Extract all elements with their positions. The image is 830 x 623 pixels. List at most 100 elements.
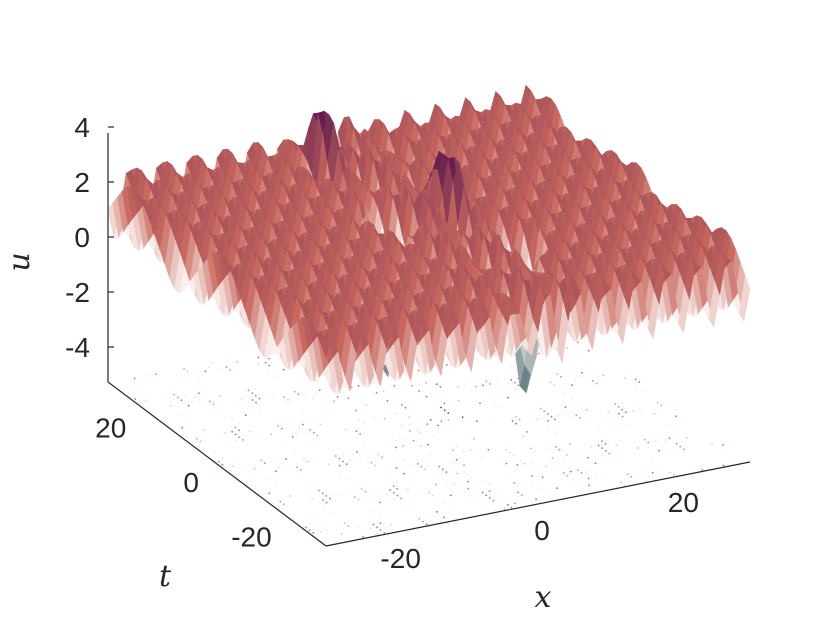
contour-point xyxy=(291,429,294,431)
contour-point xyxy=(550,409,553,411)
contour-point xyxy=(576,341,579,344)
contour-point xyxy=(446,364,448,366)
contour-point xyxy=(428,491,431,494)
contour-point xyxy=(436,511,438,513)
contour-point xyxy=(425,382,427,384)
contour-point xyxy=(519,459,522,462)
x-axis-line xyxy=(325,461,751,547)
contour-point xyxy=(509,472,512,475)
contour-point xyxy=(269,392,271,394)
contour-point xyxy=(546,413,549,415)
contour-point xyxy=(230,417,233,419)
contour-point xyxy=(272,394,275,397)
contour-point xyxy=(375,391,378,394)
contour-point xyxy=(711,442,713,445)
contour-point xyxy=(435,383,438,386)
contour-point xyxy=(396,494,399,497)
contour-point xyxy=(308,522,311,525)
contour-point xyxy=(198,399,201,402)
contour-point xyxy=(467,366,470,369)
contour-point xyxy=(204,370,207,373)
contour-point xyxy=(404,406,407,409)
contour-point xyxy=(452,449,454,451)
contour-point xyxy=(410,485,413,487)
contour-point xyxy=(251,399,254,401)
contour-point xyxy=(248,430,251,433)
contour-point xyxy=(424,468,426,471)
contour-point xyxy=(322,506,324,508)
contour-point xyxy=(264,362,267,364)
contour-point xyxy=(372,416,375,419)
contour-point xyxy=(224,432,226,434)
contour-point xyxy=(620,481,622,484)
contour-point xyxy=(526,431,528,433)
contour-point xyxy=(308,529,311,532)
contour-point xyxy=(668,423,670,426)
contour-point xyxy=(449,494,452,497)
contour-point xyxy=(376,526,378,529)
contour-point xyxy=(325,495,328,497)
contour-point xyxy=(347,397,350,400)
contour-point xyxy=(608,452,611,455)
contour-point xyxy=(356,450,358,453)
axes xyxy=(107,133,751,547)
z-axis-title: u xyxy=(2,252,37,271)
contour-point xyxy=(595,476,597,478)
contour-point xyxy=(275,470,277,473)
contour-point xyxy=(597,444,600,447)
surface-mesh xyxy=(107,84,751,394)
contour-point xyxy=(356,457,359,460)
contour-point xyxy=(651,471,654,474)
contour-point xyxy=(202,429,205,432)
contour-point xyxy=(354,409,357,412)
contour-point xyxy=(457,386,460,388)
contour-point xyxy=(574,380,577,382)
contour-point xyxy=(322,398,325,401)
contour-point xyxy=(549,381,552,384)
contour-point xyxy=(235,461,238,463)
contour-point xyxy=(510,365,512,367)
contour-point xyxy=(375,384,378,387)
contour-point xyxy=(402,438,404,441)
contour-point xyxy=(238,422,240,425)
contour-point xyxy=(418,383,420,386)
contour-point xyxy=(551,457,554,459)
contour-point xyxy=(679,445,682,448)
contour-point xyxy=(258,397,261,400)
contour-point xyxy=(221,456,224,459)
contour-point xyxy=(364,490,367,493)
contour-point xyxy=(338,457,341,460)
contour-point xyxy=(442,502,445,505)
contour-point xyxy=(244,414,247,416)
contour-point xyxy=(295,431,297,434)
contour-point xyxy=(626,473,629,475)
contour-point xyxy=(565,454,568,456)
contour-point xyxy=(231,430,234,433)
contour-point xyxy=(674,408,677,411)
contour-point xyxy=(355,430,358,433)
contour-point xyxy=(617,406,620,408)
contour-point xyxy=(507,396,510,399)
contour-point xyxy=(453,483,455,486)
contour-point xyxy=(587,456,590,459)
contour-point xyxy=(311,497,314,500)
contour-point xyxy=(362,422,365,424)
contour-point xyxy=(513,481,516,484)
contour-point xyxy=(507,383,509,385)
contour-point xyxy=(309,429,312,431)
contour-point xyxy=(466,473,469,476)
contour-point xyxy=(587,342,590,345)
contour-point xyxy=(511,420,514,422)
contour-point xyxy=(257,356,260,359)
contour-point xyxy=(318,389,321,391)
contour-point xyxy=(602,374,605,377)
contour-point xyxy=(365,404,368,406)
contour-point xyxy=(672,447,675,449)
contour-point xyxy=(515,422,517,425)
contour-point xyxy=(385,493,388,496)
contour-point xyxy=(311,397,314,400)
contour-point xyxy=(408,416,411,419)
contour-point xyxy=(623,484,626,486)
contour-point xyxy=(419,445,422,447)
